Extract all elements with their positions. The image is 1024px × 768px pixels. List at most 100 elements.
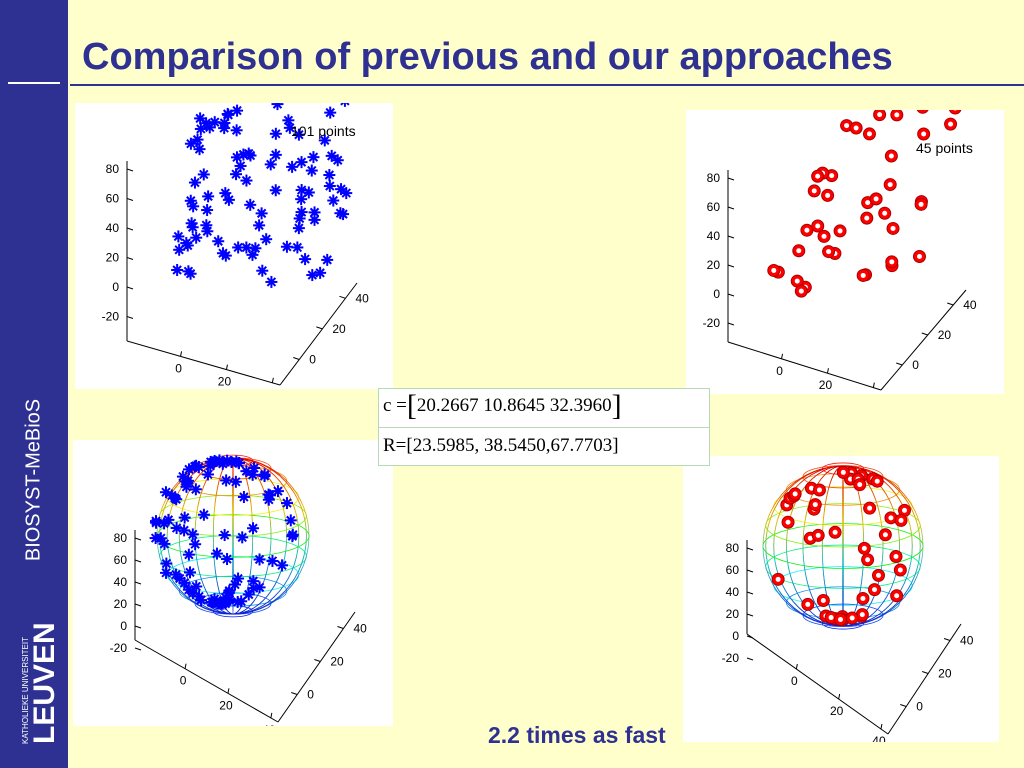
y-tick-mark	[337, 626, 344, 629]
z-tick-mark	[134, 647, 142, 651]
data-point	[248, 462, 261, 475]
z-tick-label: 40	[726, 585, 740, 599]
x-tick-mark	[184, 663, 187, 669]
data-point	[178, 511, 191, 524]
slide-title: Comparison of previous and our approache…	[82, 36, 893, 78]
y-tick-label: 20	[938, 328, 952, 342]
z-tick-mark	[126, 198, 134, 201]
data-point	[949, 110, 962, 115]
data-point-center	[775, 576, 781, 582]
y-axis-line	[277, 611, 356, 723]
data-point	[183, 463, 196, 476]
data-point	[218, 529, 231, 542]
x-tick-label: 40	[264, 388, 278, 389]
data-point	[186, 221, 199, 234]
data-point	[323, 169, 336, 182]
data-point-center	[865, 557, 871, 563]
x-axis-line	[134, 639, 279, 723]
data-point	[292, 128, 305, 141]
data-point	[212, 235, 225, 248]
z-tick-label: 60	[726, 563, 740, 577]
x-tick-mark	[781, 353, 784, 359]
data-point	[314, 266, 327, 279]
data-point	[286, 530, 299, 543]
y-tick-label: 0	[916, 700, 923, 714]
z-tick-mark	[746, 657, 754, 661]
data-point	[318, 134, 331, 147]
data-point-center	[840, 469, 846, 475]
data-point	[286, 160, 299, 173]
data-point-center	[838, 617, 844, 623]
data-point	[219, 591, 232, 604]
data-point	[203, 121, 216, 134]
data-point-center	[889, 259, 895, 265]
data-point-center	[948, 121, 954, 127]
data-point	[184, 267, 197, 280]
data-point-center	[867, 505, 873, 511]
data-point	[189, 538, 202, 551]
x-tick-label: 40	[865, 393, 879, 394]
y-tick-label: 0	[912, 358, 919, 372]
data-point-center	[815, 532, 821, 538]
data-point	[253, 581, 266, 594]
y-tick-label: 40	[963, 298, 977, 312]
z-tick-mark	[126, 168, 134, 172]
data-point-center	[820, 598, 826, 604]
data-point	[180, 237, 193, 250]
x-axis-line	[727, 341, 882, 391]
z-tick-label: 20	[114, 597, 128, 611]
data-point	[230, 124, 243, 137]
z-tick-mark	[746, 591, 754, 595]
data-point	[327, 194, 340, 207]
data-point	[230, 168, 243, 181]
data-point-center	[890, 225, 896, 231]
data-point	[171, 263, 184, 276]
scatter-plot-101-points: 80 60 40 20 0 -20 0 20 40 0 20 40	[102, 103, 369, 389]
sphere-fit-plot-101-points: 80 60 40 20 0 -20 0 20 40 0 20 40	[110, 454, 367, 726]
data-point	[306, 269, 319, 282]
z-tick-mark	[727, 293, 735, 297]
data-point	[246, 248, 259, 261]
data-point	[271, 485, 284, 498]
data-point-center	[771, 267, 777, 273]
x-tick-label: 0	[180, 674, 187, 688]
data-point	[295, 156, 308, 169]
data-point-center	[785, 519, 791, 525]
axes: 80 60 40 20 0 -20 0 20 40 0 20 40	[722, 540, 974, 742]
data-point	[302, 186, 315, 199]
data-point	[282, 114, 295, 127]
x-tick-label: 0	[791, 674, 798, 688]
data-point-center	[888, 153, 894, 159]
data-point	[149, 515, 162, 528]
data-point-center	[865, 200, 871, 206]
y-tick-mark	[291, 692, 298, 695]
point-count-label: 101 points	[291, 123, 356, 139]
data-point	[202, 190, 215, 203]
data-point-center	[857, 482, 863, 488]
x-tick-label: 20	[830, 704, 844, 718]
data-point-center	[807, 535, 813, 541]
data-point-center	[805, 601, 811, 607]
data-point-center	[873, 196, 879, 202]
y-tick-label: 20	[938, 667, 952, 681]
data-point	[253, 553, 266, 566]
x-tick-mark	[225, 364, 228, 370]
plot-panel-top-left: 80 60 40 20 0 -20 0 20 40 0 20 40 101 points	[75, 103, 393, 389]
data-point	[247, 522, 260, 535]
axes: 80 60 40 20 0 -20 0 20 40 0 20 40	[703, 170, 977, 394]
data-point	[269, 148, 282, 161]
sphere-fit-plot-45-points: 80 60 40 20 0 -20 0 20 40 0 20 40	[722, 462, 974, 742]
y-axis-line	[880, 289, 967, 391]
speedup-caption: 2.2 times as fast	[488, 722, 666, 748]
university-logo: KATHOLIEKE UNIVERSITEIT LEUVEN	[21, 622, 60, 744]
z-tick-mark	[746, 547, 754, 551]
y-tick-mark	[339, 295, 346, 299]
data-point	[192, 460, 205, 473]
data-point-center	[888, 515, 894, 521]
data-point	[321, 253, 334, 266]
data-point	[292, 222, 305, 235]
data-point	[280, 497, 293, 510]
data-point-center	[861, 545, 867, 551]
z-tick-label: 0	[112, 280, 119, 294]
z-tick-mark	[134, 537, 142, 541]
